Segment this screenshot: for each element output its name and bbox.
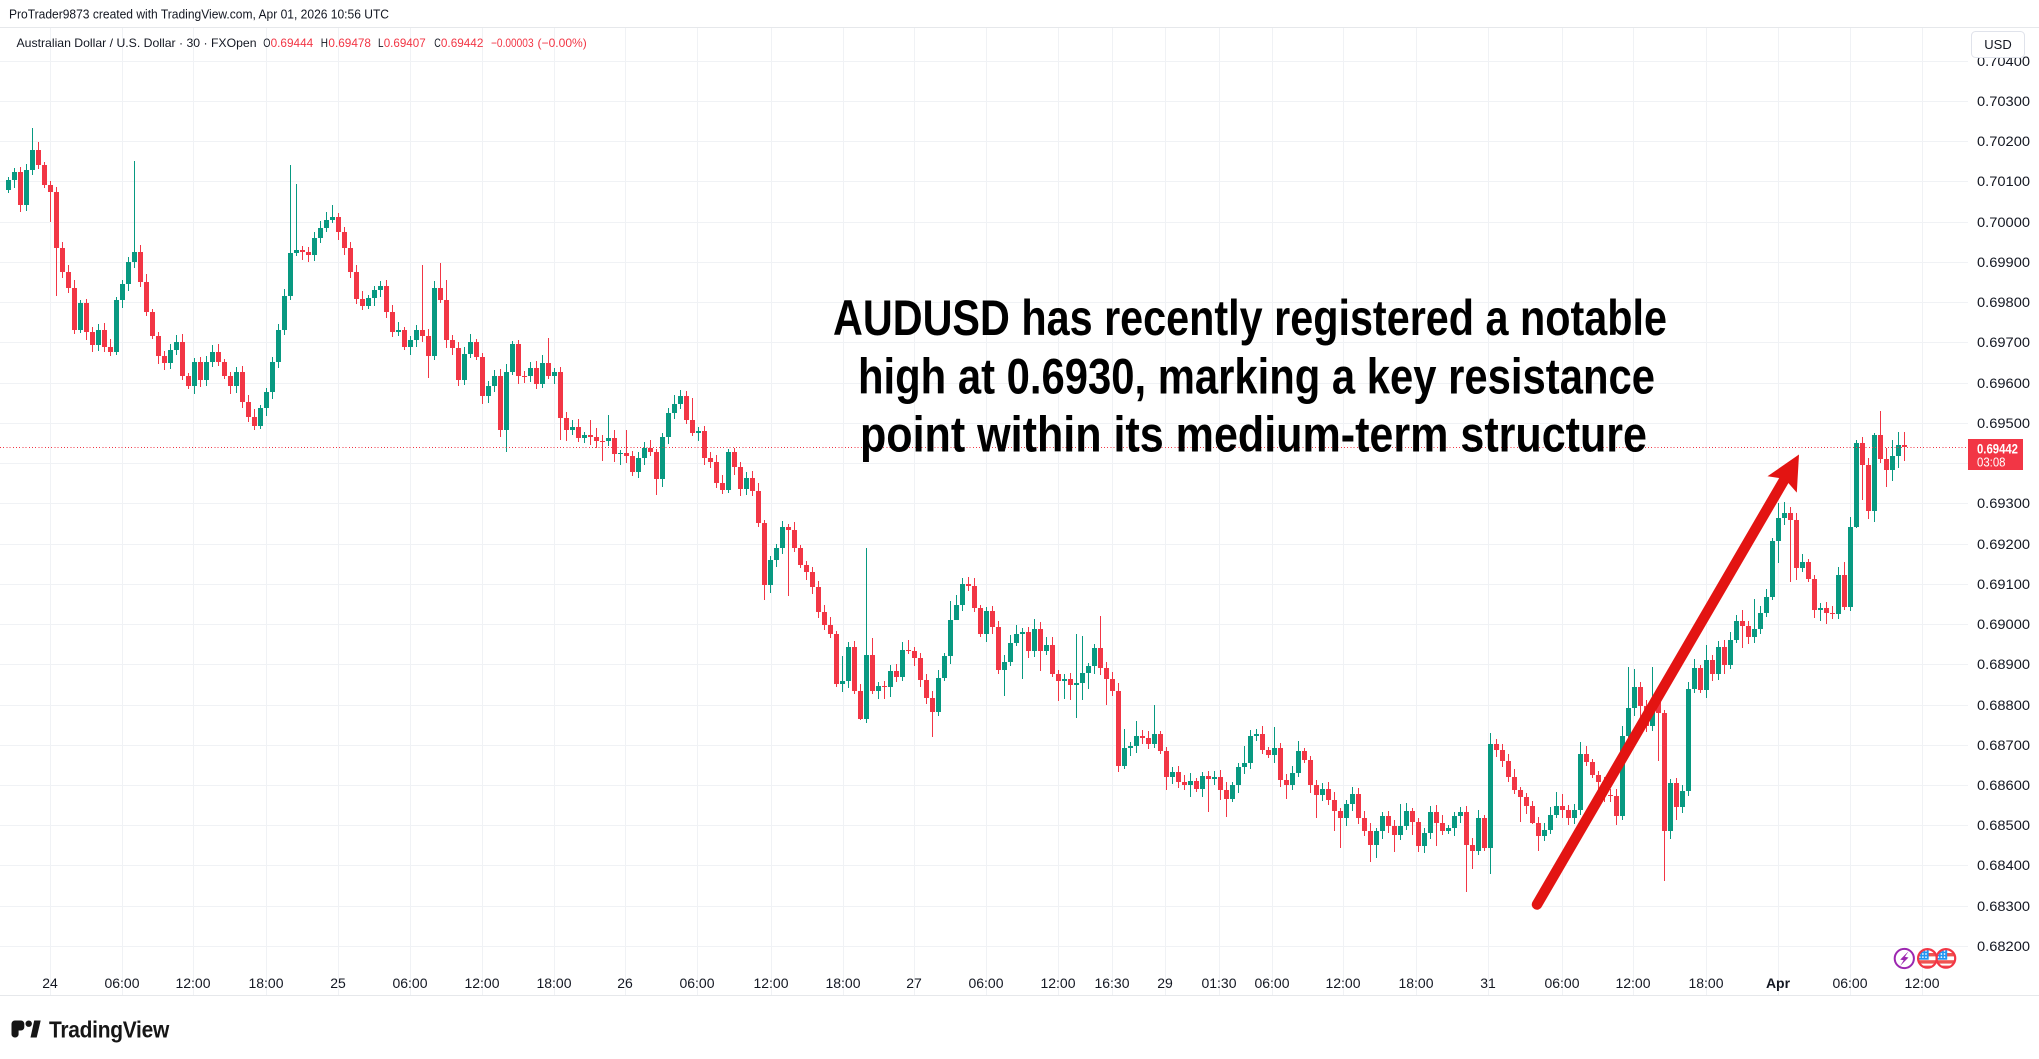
svg-text:12:00: 12:00	[1325, 975, 1360, 991]
svg-text:12:00: 12:00	[1904, 975, 1939, 991]
svg-text:12:00: 12:00	[464, 975, 499, 991]
svg-text:25: 25	[330, 975, 346, 991]
svg-text:16:30: 16:30	[1094, 975, 1129, 991]
svg-text:27: 27	[906, 975, 922, 991]
svg-text:TradingView: TradingView	[49, 1017, 169, 1043]
svg-text:06:00: 06:00	[1832, 975, 1867, 991]
svg-text:0.68700: 0.68700	[1977, 737, 2030, 753]
svg-text:0.70300: 0.70300	[1977, 93, 2030, 109]
svg-text:USD: USD	[1984, 37, 2011, 52]
svg-text:18:00: 18:00	[825, 975, 860, 991]
svg-text:0.69442: 0.69442	[441, 36, 484, 50]
svg-text:03:08: 03:08	[1977, 456, 2006, 470]
svg-text:0.69900: 0.69900	[1977, 254, 2030, 270]
svg-text:0.69442: 0.69442	[1977, 442, 2018, 457]
svg-text:12:00: 12:00	[1615, 975, 1650, 991]
svg-text:H: H	[321, 36, 328, 50]
svg-text:0.69700: 0.69700	[1977, 334, 2030, 350]
svg-text:0.68500: 0.68500	[1977, 817, 2030, 833]
svg-text:AUDUSD has recently registered: AUDUSD has recently registered a notable	[833, 290, 1667, 346]
svg-text:−0.00003: −0.00003	[491, 36, 534, 50]
svg-text:0.69800: 0.69800	[1977, 294, 2030, 310]
svg-text:0.69200: 0.69200	[1977, 536, 2030, 552]
svg-text:06:00: 06:00	[104, 975, 139, 991]
svg-text:06:00: 06:00	[1544, 975, 1579, 991]
svg-text:06:00: 06:00	[679, 975, 714, 991]
svg-text:01:30: 01:30	[1201, 975, 1236, 991]
svg-text:C: C	[434, 36, 441, 50]
svg-text:L: L	[378, 36, 384, 50]
svg-text:0.69600: 0.69600	[1977, 375, 2030, 391]
svg-text:06:00: 06:00	[968, 975, 1003, 991]
svg-text:18:00: 18:00	[1398, 975, 1433, 991]
svg-text:0.69000: 0.69000	[1977, 616, 2030, 632]
svg-text:31: 31	[1480, 975, 1496, 991]
svg-text:12:00: 12:00	[175, 975, 210, 991]
svg-text:12:00: 12:00	[1040, 975, 1075, 991]
svg-text:(−0.00%): (−0.00%)	[538, 36, 587, 50]
svg-text:0.69444: 0.69444	[271, 36, 314, 50]
svg-text:0.68900: 0.68900	[1977, 656, 2030, 672]
svg-text:0.70200: 0.70200	[1977, 133, 2030, 149]
svg-text:point within its medium-term s: point within its medium-term structure	[860, 407, 1647, 463]
svg-text:26: 26	[617, 975, 633, 991]
svg-text:18:00: 18:00	[248, 975, 283, 991]
svg-text:18:00: 18:00	[536, 975, 571, 991]
svg-text:Australian Dollar / U.S. Dolla: Australian Dollar / U.S. Dollar · 30 · F…	[17, 36, 257, 50]
svg-text:18:00: 18:00	[1688, 975, 1723, 991]
svg-text:high at 0.6930, marking a key: high at 0.6930, marking a key resistance	[858, 348, 1655, 404]
svg-text:0.68300: 0.68300	[1977, 898, 2030, 914]
svg-text:0.70000: 0.70000	[1977, 214, 2030, 230]
svg-text:ProTrader9873 created with Tra: ProTrader9873 created with TradingView.c…	[9, 8, 389, 22]
svg-text:0.69500: 0.69500	[1977, 415, 2030, 431]
svg-text:0.69100: 0.69100	[1977, 576, 2030, 592]
svg-text:0.69300: 0.69300	[1977, 495, 2030, 511]
svg-text:0.69407: 0.69407	[384, 36, 426, 50]
svg-text:0.69478: 0.69478	[328, 36, 371, 50]
svg-text:12:00: 12:00	[753, 975, 788, 991]
svg-text:29: 29	[1157, 975, 1173, 991]
svg-text:0.68800: 0.68800	[1977, 697, 2030, 713]
svg-text:Apr: Apr	[1766, 975, 1791, 991]
svg-text:0.68400: 0.68400	[1977, 857, 2030, 873]
svg-text:06:00: 06:00	[392, 975, 427, 991]
svg-text:24: 24	[42, 975, 58, 991]
svg-text:0.68200: 0.68200	[1977, 938, 2030, 954]
svg-text:06:00: 06:00	[1254, 975, 1289, 991]
svg-text:0.68600: 0.68600	[1977, 777, 2030, 793]
svg-text:O: O	[263, 36, 270, 50]
svg-text:0.70100: 0.70100	[1977, 173, 2030, 189]
